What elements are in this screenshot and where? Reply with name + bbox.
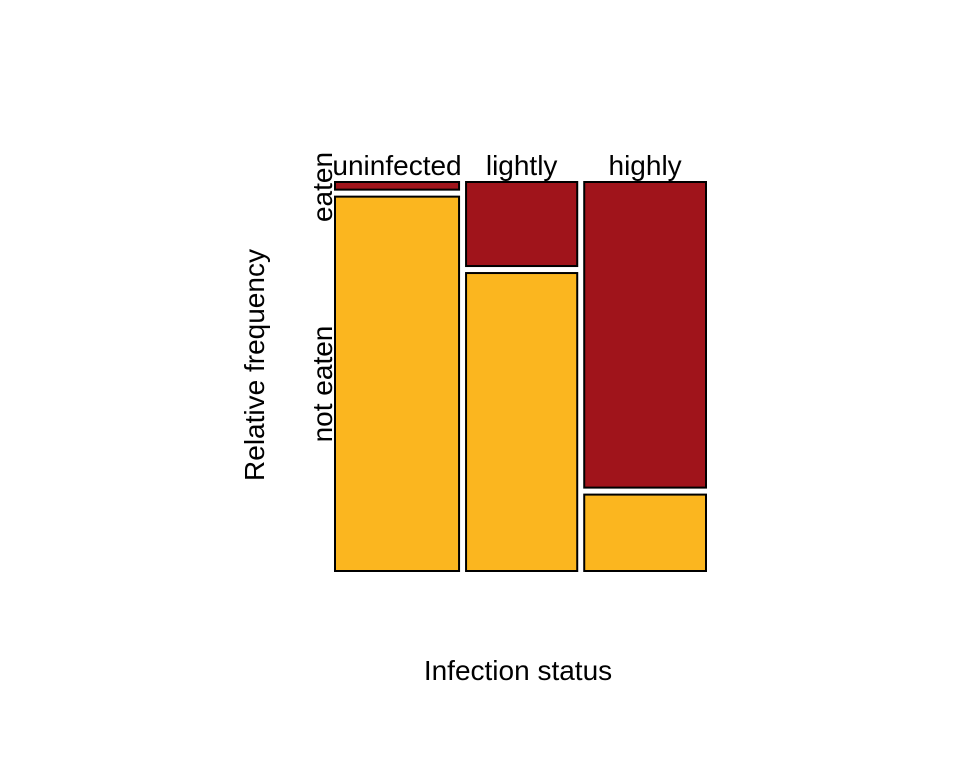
tile-lightly-eaten (465, 181, 579, 268)
tile-uninfected-not-eaten (334, 195, 461, 572)
tile-highly-not-eaten (583, 493, 707, 573)
y-axis-label: Relative frequency (239, 249, 270, 481)
x-axis-label: Infection status (424, 655, 612, 686)
tile-lightly-not-eaten (465, 272, 579, 572)
column-labels: uninfected lightly highly (332, 150, 681, 181)
column-label-lightly: lightly (486, 150, 558, 181)
tile-highly-eaten (583, 181, 707, 489)
column-label-uninfected: uninfected (332, 150, 461, 181)
column-label-highly: highly (609, 150, 682, 181)
row-label-not-eaten: not eaten (307, 326, 338, 443)
tile-uninfected-eaten (334, 181, 461, 191)
mosaic-tiles (334, 181, 707, 573)
row-label-eaten: eaten (307, 152, 338, 222)
